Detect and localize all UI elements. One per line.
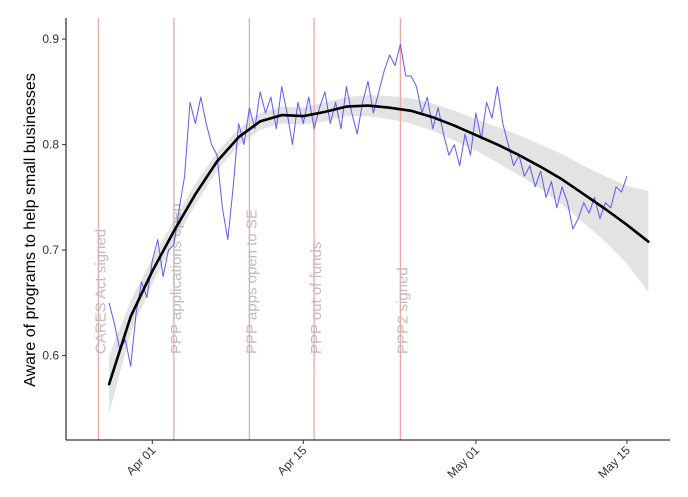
y-tick-label: 0.6 <box>42 349 59 363</box>
event-label: PPP out of funds <box>308 242 325 354</box>
smooth-line-layer <box>107 104 650 386</box>
event-lines-layer: CARES Act signed PPP applications open PPP… <box>92 18 411 440</box>
y-tick-label: 0.9 <box>42 32 59 46</box>
axes-layer <box>65 18 670 441</box>
smooth-fit-line <box>107 104 650 386</box>
raw-series-layer <box>108 43 628 367</box>
x-tick-label: Apr 15 <box>275 443 310 478</box>
x-tick-label: Apr 01 <box>124 443 159 478</box>
confidence-band <box>109 95 649 414</box>
x-tick-label: May 01 <box>444 443 482 481</box>
raw-series-line <box>108 43 628 367</box>
event-label: CARES Act signed <box>92 229 109 354</box>
event-label: PPP apps open to SE <box>243 209 260 354</box>
event-label: PPP2 signed <box>394 267 411 354</box>
confidence-band-layer <box>109 95 649 414</box>
y-tick-label: 0.8 <box>42 138 59 152</box>
y-tick-label: 0.7 <box>42 243 59 257</box>
x-tick-label: May 15 <box>595 443 633 481</box>
y-axis-label: Aware of programs to help small business… <box>22 73 39 387</box>
event-label: PPP applications open <box>168 203 185 354</box>
